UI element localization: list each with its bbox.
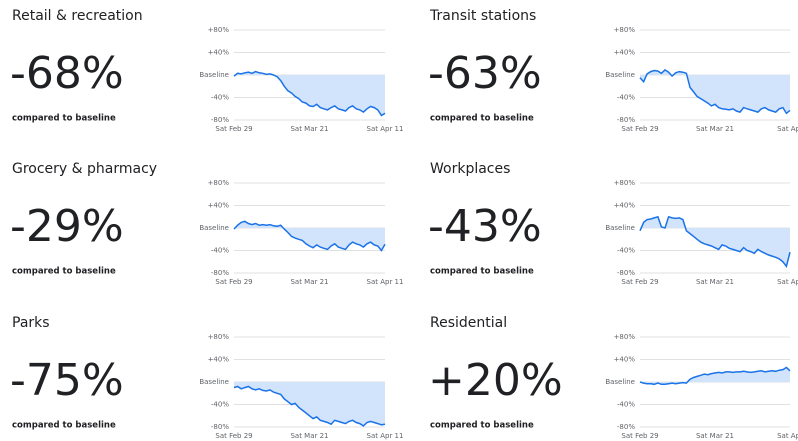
summary-value: +20% (428, 355, 563, 406)
x-tick-label: Sat Feb 29 (621, 278, 658, 286)
x-tick-label: Sat Apr (777, 125, 798, 133)
y-tick-label: +40% (208, 49, 230, 57)
x-tick-label: Sat Mar 21 (290, 278, 328, 286)
y-tick-label: -80% (617, 116, 635, 124)
subtitle: compared to baseline (430, 267, 534, 277)
y-tick-label: -80% (211, 269, 229, 277)
y-tick-label: -40% (211, 94, 229, 102)
x-tick-label: Sat Feb 29 (621, 432, 658, 440)
y-tick-label: -40% (617, 94, 635, 102)
panel-title: Grocery & pharmacy (12, 161, 157, 177)
area (234, 382, 385, 426)
subtitle: compared to baseline (12, 267, 116, 277)
y-tick-label: +40% (614, 49, 636, 57)
y-tick-label: Baseline (199, 378, 229, 386)
y-tick-label: -80% (211, 116, 229, 124)
x-tick-label: Sat Mar 21 (290, 125, 328, 133)
area (234, 71, 385, 116)
x-tick-label: Sat Mar 21 (696, 432, 734, 440)
y-tick-label: +80% (208, 333, 230, 341)
summary-value: -68% (10, 48, 124, 99)
x-tick-label: Sat Feb 29 (215, 125, 252, 133)
subtitle: compared to baseline (430, 114, 534, 124)
x-tick-label: Sat Mar 21 (696, 125, 734, 133)
subtitle: compared to baseline (12, 421, 116, 431)
y-tick-label: Baseline (605, 71, 635, 79)
y-tick-label: -40% (211, 247, 229, 255)
y-tick-label: -80% (617, 423, 635, 431)
x-tick-label: Sat Apr (777, 278, 798, 286)
x-tick-label: Sat Feb 29 (621, 125, 658, 133)
summary-value: -63% (428, 48, 542, 99)
y-tick-label: -80% (211, 423, 229, 431)
y-tick-label: +40% (208, 202, 230, 210)
x-tick-label: Sat Mar 21 (290, 432, 328, 440)
summary-value: -29% (10, 201, 124, 252)
panel-title: Residential (430, 315, 507, 331)
panel-title: Workplaces (430, 161, 510, 177)
subtitle: compared to baseline (12, 114, 116, 124)
y-tick-label: +80% (614, 26, 636, 34)
area (640, 69, 790, 114)
panel-title: Transit stations (429, 8, 536, 24)
y-tick-label: +40% (614, 202, 636, 210)
line (233, 70, 386, 117)
y-tick-label: +40% (614, 356, 636, 364)
x-tick-label: Sat Apr (777, 432, 798, 440)
line (639, 68, 791, 115)
y-tick-label: -80% (617, 269, 635, 277)
x-tick-label: Sat Apr 11 (367, 432, 404, 440)
x-tick-label: Sat Feb 29 (215, 278, 252, 286)
y-tick-label: Baseline (199, 224, 229, 232)
x-tick-label: Sat Mar 21 (696, 278, 734, 286)
x-tick-label: Sat Apr 11 (367, 278, 404, 286)
line (639, 215, 791, 268)
line (233, 385, 386, 427)
summary-value: -75% (10, 355, 124, 406)
line (639, 366, 791, 386)
panel-title: Retail & recreation (12, 8, 143, 24)
y-tick-label: -40% (211, 401, 229, 409)
area (234, 221, 385, 251)
y-tick-label: Baseline (605, 224, 635, 232)
x-tick-label: Sat Apr 11 (367, 125, 404, 133)
y-tick-label: +80% (614, 333, 636, 341)
summary-value: -43% (428, 201, 542, 252)
line (233, 220, 386, 252)
area (640, 367, 790, 385)
y-tick-label: -40% (617, 247, 635, 255)
y-tick-label: Baseline (199, 71, 229, 79)
y-tick-label: +40% (208, 356, 230, 364)
y-tick-label: +80% (614, 179, 636, 187)
y-tick-label: Baseline (605, 378, 635, 386)
y-tick-label: +80% (208, 26, 230, 34)
y-tick-label: +80% (208, 179, 230, 187)
x-tick-label: Sat Feb 29 (215, 432, 252, 440)
area (640, 216, 790, 267)
panel-title: Parks (12, 315, 50, 331)
subtitle: compared to baseline (430, 421, 534, 431)
y-tick-label: -40% (617, 401, 635, 409)
